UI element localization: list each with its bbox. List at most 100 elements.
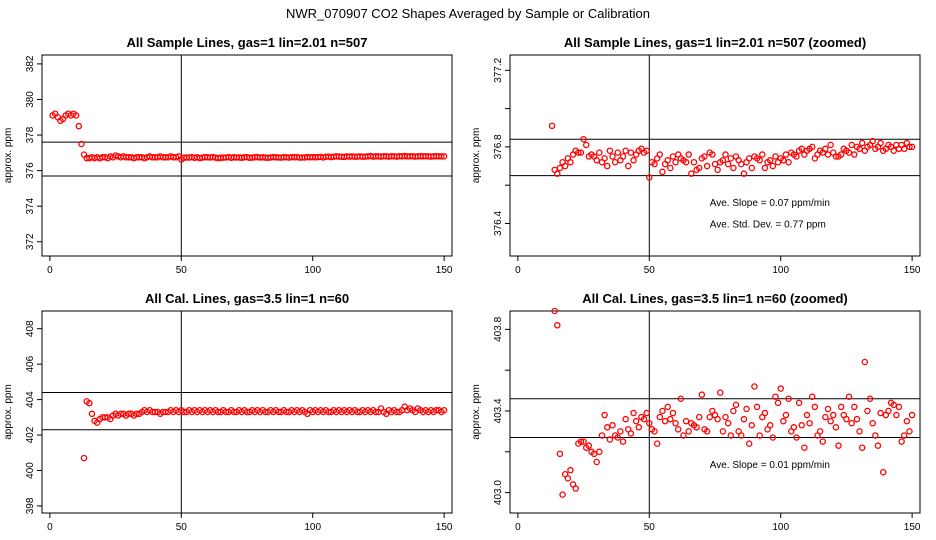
- data-point: [575, 149, 582, 156]
- data-point: [659, 407, 666, 415]
- data-point: [759, 151, 766, 158]
- data-point: [898, 438, 905, 445]
- data-point: [685, 151, 692, 158]
- data-point: [785, 395, 792, 402]
- y-tick-label: 380: [25, 91, 36, 108]
- data-point: [672, 419, 679, 427]
- data-point: [745, 155, 753, 162]
- data-point: [738, 432, 745, 439]
- data-point: [680, 432, 687, 439]
- data-point: [740, 415, 748, 423]
- data-point: [835, 442, 842, 449]
- data-point: [756, 157, 763, 164]
- data-point: [874, 442, 882, 449]
- data-point: [837, 151, 845, 158]
- data-point: [554, 170, 561, 177]
- data-point: [806, 419, 813, 427]
- data-point: [714, 415, 721, 423]
- data-point: [803, 411, 811, 419]
- data-point: [869, 137, 876, 145]
- y-tick-label: 400: [25, 462, 36, 479]
- y-axis-label: approx. ppm: [471, 128, 482, 184]
- data-point: [72, 112, 80, 119]
- y-tick-label: 403.8: [493, 316, 504, 341]
- data-point: [858, 444, 866, 451]
- data-point: [701, 153, 708, 160]
- data-point: [606, 436, 614, 443]
- annotation-text: Ave. Slope = 0.01 ppm/min: [710, 460, 830, 471]
- data-point: [567, 466, 574, 474]
- data-point: [630, 409, 637, 417]
- data-point: [554, 322, 561, 329]
- data-point: [556, 164, 564, 172]
- data-point: [695, 164, 703, 172]
- data-point: [585, 442, 593, 449]
- data-point: [824, 151, 832, 158]
- data-point: [646, 419, 653, 427]
- data-point: [745, 440, 753, 447]
- data-point: [827, 141, 834, 149]
- data-point: [861, 358, 869, 366]
- y-tick-label: 374: [25, 197, 36, 214]
- data-point: [790, 424, 798, 431]
- data-point: [843, 415, 850, 423]
- panel-sample-lines-zoomed: All Sample Lines, gas=1 lin=2.01 n=507 (…: [471, 35, 921, 276]
- data-point: [906, 143, 913, 151]
- data-point: [672, 158, 679, 166]
- data-point: [824, 405, 832, 413]
- data-point: [811, 403, 819, 411]
- data-point: [724, 160, 732, 168]
- data-point: [601, 155, 608, 162]
- data-point: [596, 448, 603, 456]
- data-point: [853, 415, 861, 423]
- data-point: [643, 147, 650, 154]
- data-point: [766, 157, 774, 164]
- y-axis-label: approx. ppm: [3, 384, 14, 440]
- x-tick-label: 0: [47, 522, 53, 533]
- data-point: [845, 393, 853, 400]
- data-points: [80, 398, 448, 462]
- panel-cal-lines: All Cal. Lines, gas=3.5 lin=1 n=60 approx…: [3, 291, 453, 533]
- data-point: [80, 454, 88, 462]
- data-point: [738, 160, 745, 168]
- data-point: [740, 170, 748, 177]
- data-point: [78, 140, 85, 148]
- data-point: [582, 141, 590, 149]
- data-point: [561, 162, 569, 170]
- data-point: [761, 409, 769, 417]
- data-point: [551, 308, 558, 315]
- x-tick-label: 50: [644, 265, 656, 276]
- data-point: [619, 153, 627, 160]
- panel-title: All Cal. Lines, gas=3.5 lin=1 n=60: [145, 291, 349, 306]
- y-tick-label: 406: [25, 355, 36, 372]
- data-point: [785, 158, 792, 166]
- data-point: [845, 149, 853, 156]
- x-tick-label: 50: [644, 522, 656, 533]
- data-point: [748, 422, 756, 429]
- y-tick-label: 404: [25, 391, 36, 408]
- data-point: [580, 438, 587, 445]
- data-point: [688, 170, 695, 177]
- annotation-text: Ave. Std. Dev. = 0.77 ppm: [710, 219, 826, 230]
- data-point: [622, 415, 629, 423]
- y-tick-label: 398: [25, 497, 36, 514]
- data-point: [801, 444, 808, 451]
- data-point: [596, 149, 603, 156]
- annotation-text: Ave. Slope = 0.07 ppm/min: [710, 198, 830, 209]
- data-point: [856, 145, 863, 153]
- data-point: [598, 432, 606, 439]
- data-point: [609, 153, 616, 160]
- data-point: [730, 407, 737, 415]
- data-point: [772, 153, 779, 160]
- x-tick-label: 50: [176, 522, 188, 533]
- data-point: [719, 157, 727, 164]
- x-tick-label: 0: [47, 265, 53, 276]
- data-point: [659, 168, 666, 176]
- data-point: [808, 393, 816, 400]
- data-point: [646, 174, 653, 181]
- data-point: [719, 428, 727, 435]
- data-point: [890, 147, 897, 154]
- data-point: [669, 153, 677, 160]
- data-point: [798, 422, 805, 429]
- data-point: [748, 164, 756, 172]
